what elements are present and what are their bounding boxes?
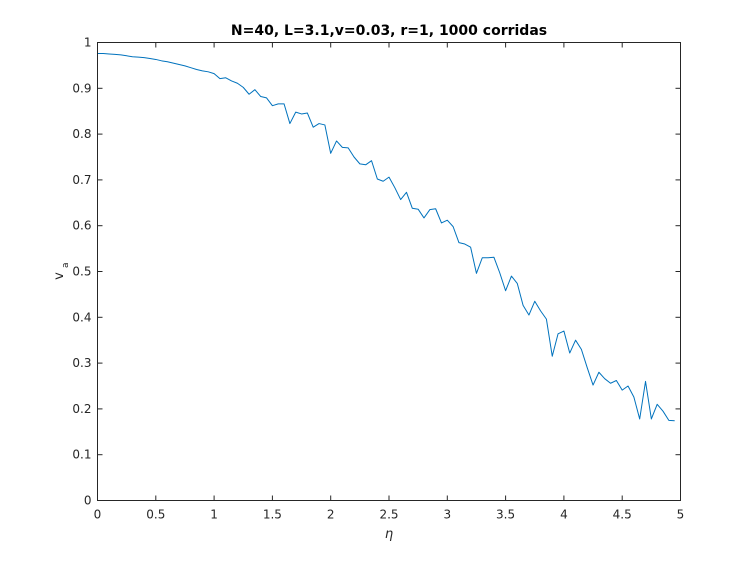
plot-area-frame — [97, 42, 681, 501]
y-tick-label-9: 0.9 — [72, 81, 91, 95]
x-tick-label-6: 3 — [443, 508, 451, 522]
y-tick-label-5: 0.5 — [72, 265, 91, 279]
y-tick-label-2: 0.2 — [72, 402, 91, 416]
y-axis-label-subscript: a — [61, 262, 71, 268]
y-tick-label-7: 0.7 — [72, 173, 91, 187]
y-tick-label-1: 0.1 — [72, 448, 91, 462]
y-tick-label-6: 0.6 — [72, 219, 91, 233]
x-tick-label-10: 5 — [677, 508, 685, 522]
x-tick-label-4: 2 — [327, 508, 335, 522]
chart-title: N=40, L=3.1,v=0.03, r=1, 1000 corridas — [231, 23, 547, 39]
y-tick-label-10: 1 — [84, 36, 92, 50]
y-axis-label: v a — [52, 262, 71, 279]
y-axis-ticks: 0 0.1 0.2 0.3 0.4 0.5 0.6 0.7 0.8 0.9 1 — [72, 36, 681, 508]
y-tick-label-3: 0.3 — [72, 356, 91, 370]
x-tick-label-1: 0.5 — [146, 508, 165, 522]
x-tick-label-3: 1.5 — [263, 508, 282, 522]
y-tick-label-0: 0 — [84, 494, 92, 508]
x-tick-label-2: 1 — [210, 508, 218, 522]
x-tick-label-7: 3.5 — [496, 508, 515, 522]
x-tick-label-8: 4 — [560, 508, 568, 522]
y-tick-label-8: 0.8 — [72, 127, 91, 141]
x-tick-label-0: 0 — [94, 508, 102, 522]
x-tick-label-9: 4.5 — [613, 508, 632, 522]
y-tick-label-4: 0.4 — [72, 310, 91, 324]
x-axis-ticks: 0 0.5 1 1.5 2 2.5 3 3.5 4 4.5 5 — [94, 42, 685, 522]
series-line — [97, 52, 675, 422]
y-axis-label-main: v — [52, 272, 67, 280]
x-tick-label-5: 2.5 — [379, 508, 398, 522]
x-axis-label: η — [385, 527, 393, 542]
